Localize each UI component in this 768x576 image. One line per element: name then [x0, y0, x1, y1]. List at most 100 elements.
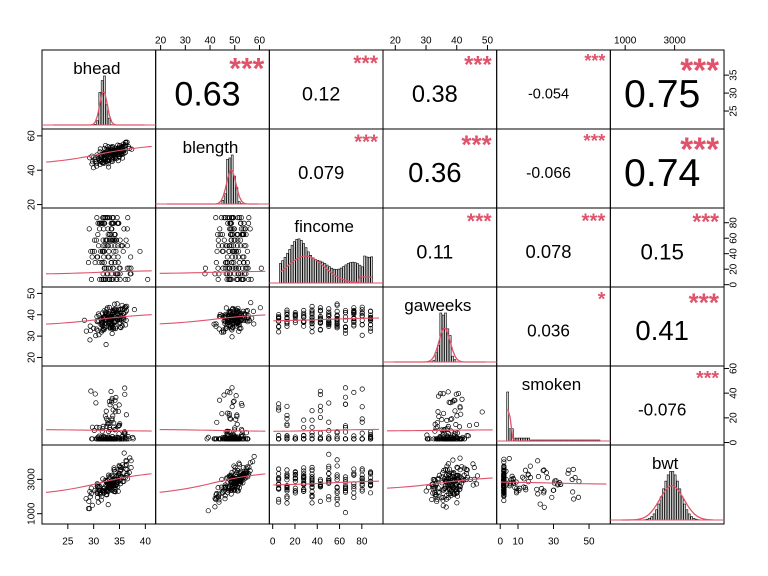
- data-point: [90, 165, 96, 171]
- data-point: [234, 311, 240, 317]
- data-point: [446, 399, 452, 405]
- data-point: [243, 308, 249, 314]
- corr-stars-gaweeks-smoken: *: [598, 289, 606, 311]
- data-point: [233, 393, 239, 399]
- data-point: [244, 260, 250, 266]
- data-point: [452, 431, 458, 437]
- data-point: [131, 307, 137, 313]
- hist-bar-bwt: [664, 480, 668, 521]
- data-point: [238, 215, 244, 221]
- data-point: [507, 480, 513, 486]
- data-point: [241, 254, 247, 260]
- data-point: [453, 422, 459, 428]
- data-point: [317, 308, 323, 314]
- data-point: [453, 482, 459, 488]
- scatter-panel-blength-bhead: [45, 139, 152, 171]
- data-point: [137, 248, 143, 254]
- data-point: [501, 482, 507, 488]
- data-point: [100, 160, 106, 166]
- data-point: [128, 458, 134, 464]
- data-point: [565, 470, 571, 477]
- data-point: [464, 432, 470, 439]
- data-point: [225, 436, 231, 442]
- data-point: [237, 325, 243, 332]
- axis-tick-label-right: 80: [729, 217, 740, 229]
- data-point: [99, 248, 105, 254]
- data-point: [230, 305, 236, 311]
- data-point: [113, 248, 119, 254]
- hist-bar-fincome: [349, 262, 352, 284]
- data-point: [342, 385, 349, 391]
- data-point: [309, 307, 315, 313]
- axis-tick-label-top: 50: [482, 36, 494, 47]
- data-point: [309, 494, 315, 500]
- data-point: [326, 313, 332, 319]
- data-point: [284, 403, 290, 409]
- data-point: [107, 215, 113, 221]
- hist-bar-fincome: [293, 241, 296, 284]
- data-point: [230, 265, 236, 271]
- data-point: [124, 436, 130, 442]
- data-point: [436, 413, 442, 420]
- scatter-panel-gaweeks-bhead: [45, 301, 152, 348]
- data-point: [317, 414, 323, 421]
- data-point: [544, 475, 551, 481]
- data-point: [234, 231, 240, 238]
- data-point: [450, 457, 456, 463]
- data-point: [238, 276, 244, 283]
- axis-tick-label-right: 25: [729, 105, 740, 117]
- data-point: [107, 276, 113, 283]
- data-point: [227, 416, 233, 422]
- data-point: [513, 490, 520, 496]
- data-point: [236, 460, 242, 466]
- data-point: [309, 492, 315, 498]
- data-point: [537, 501, 543, 507]
- data-point: [231, 237, 237, 243]
- data-point: [215, 243, 222, 249]
- data-point: [228, 237, 234, 243]
- data-point: [111, 301, 118, 307]
- data-point: [218, 484, 225, 490]
- scatter-panel-smoken-gaweeks: [387, 389, 493, 442]
- data-point: [97, 483, 103, 490]
- data-point: [309, 408, 315, 414]
- data-point: [232, 254, 239, 260]
- data-point: [359, 322, 365, 328]
- data-point: [359, 430, 365, 436]
- data-point: [93, 333, 99, 339]
- data-point: [215, 276, 221, 283]
- hist-bar-gaweeks: [437, 345, 440, 363]
- data-point: [342, 307, 349, 314]
- data-point: [229, 231, 235, 238]
- hist-bar-fincome: [368, 256, 371, 284]
- data-point: [454, 500, 460, 506]
- corr-panel-smoken-bwt: -0.076 ***: [638, 368, 719, 420]
- data-point: [351, 389, 357, 395]
- data-point: [342, 510, 349, 516]
- data-point: [444, 417, 450, 424]
- data-point: [100, 276, 106, 283]
- data-point: [204, 436, 210, 442]
- axis-tick-label-bottom: 25: [62, 537, 74, 548]
- data-point: [106, 483, 112, 489]
- data-point: [87, 494, 93, 500]
- data-point: [334, 474, 340, 480]
- data-point: [100, 237, 106, 243]
- data-point: [202, 265, 208, 271]
- axis-tick-label-bottom: 50: [583, 537, 595, 548]
- data-point: [443, 436, 450, 442]
- data-point: [521, 476, 527, 482]
- data-point: [452, 408, 458, 414]
- data-point: [441, 467, 447, 474]
- data-point: [103, 276, 109, 283]
- data-point: [92, 391, 98, 397]
- data-point: [213, 323, 219, 329]
- data-point: [112, 260, 118, 266]
- data-point: [351, 436, 357, 442]
- data-point: [211, 436, 217, 442]
- data-point: [246, 220, 252, 226]
- corr-panel-bhead-gaweeks: 0.38***: [412, 52, 493, 107]
- density-line-bwt: [621, 485, 713, 521]
- data-point: [220, 327, 226, 333]
- hist-bar-bwt: [659, 496, 663, 521]
